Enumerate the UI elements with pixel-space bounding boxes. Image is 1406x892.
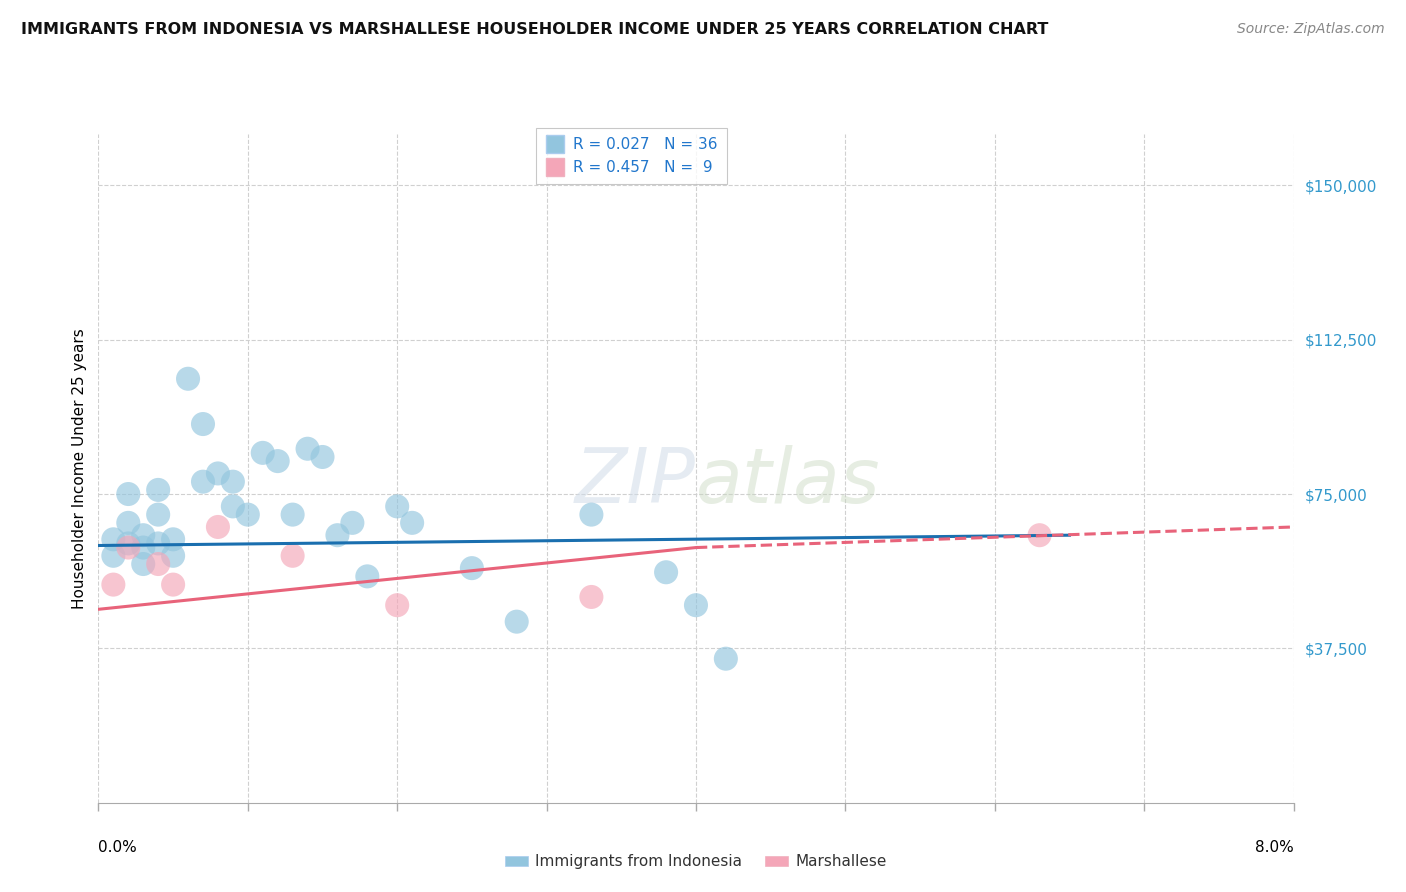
Point <box>311 450 333 464</box>
Text: 0.0%: 0.0% <box>98 839 138 855</box>
Text: atlas: atlas <box>696 445 880 518</box>
Point <box>506 615 529 629</box>
Point <box>267 454 290 468</box>
Point <box>132 528 155 542</box>
Point <box>281 508 304 522</box>
Point <box>385 500 409 514</box>
Text: ZIP: ZIP <box>575 445 696 518</box>
Point <box>222 475 245 489</box>
Point <box>117 516 139 530</box>
Text: Source: ZipAtlas.com: Source: ZipAtlas.com <box>1237 22 1385 37</box>
Point <box>148 536 170 550</box>
Point <box>281 549 304 563</box>
Point <box>148 508 170 522</box>
Point <box>191 475 214 489</box>
Point <box>385 598 409 612</box>
Text: IMMIGRANTS FROM INDONESIA VS MARSHALLESE HOUSEHOLDER INCOME UNDER 25 YEARS CORRE: IMMIGRANTS FROM INDONESIA VS MARSHALLESE… <box>21 22 1049 37</box>
Point <box>1028 528 1050 542</box>
Point <box>207 467 229 481</box>
Point <box>132 541 155 555</box>
Point <box>117 487 139 501</box>
Point <box>103 549 125 563</box>
Text: 8.0%: 8.0% <box>1254 839 1294 855</box>
Point <box>461 561 484 575</box>
Point <box>117 536 139 550</box>
Point <box>326 528 349 542</box>
Point <box>207 520 229 534</box>
Legend: Immigrants from Indonesia, Marshallese: Immigrants from Indonesia, Marshallese <box>499 848 893 875</box>
Point <box>655 566 678 580</box>
Y-axis label: Householder Income Under 25 years: Householder Income Under 25 years <box>72 328 87 608</box>
Point <box>148 483 170 497</box>
Point <box>162 577 184 591</box>
Point <box>714 651 737 665</box>
Point <box>236 508 259 522</box>
Point <box>103 577 125 591</box>
Point <box>162 533 184 547</box>
Point <box>103 533 125 547</box>
Point <box>148 557 170 571</box>
Point <box>177 372 200 386</box>
Point <box>297 442 319 456</box>
Point <box>191 417 214 431</box>
Point <box>581 508 603 522</box>
Point <box>117 541 139 555</box>
Point <box>356 569 378 583</box>
Point <box>252 446 274 460</box>
Point <box>132 557 155 571</box>
Point <box>222 500 245 514</box>
Point <box>342 516 364 530</box>
Point <box>685 598 707 612</box>
Point <box>581 590 603 604</box>
Point <box>401 516 423 530</box>
Point <box>162 549 184 563</box>
